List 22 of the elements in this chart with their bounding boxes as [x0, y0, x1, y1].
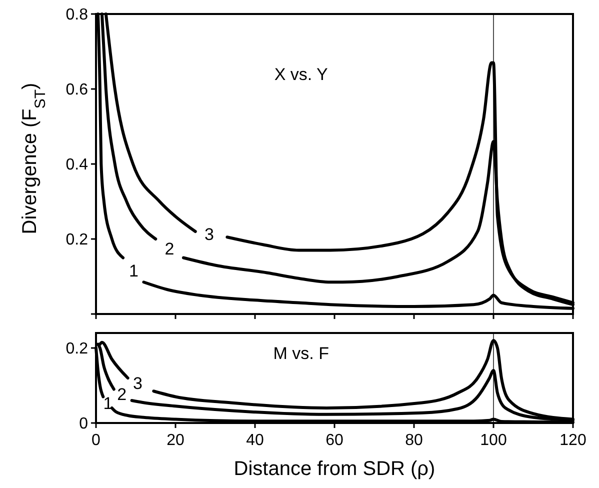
series-label: 1 [103, 394, 113, 413]
x-axis-title: Distance from SDR (ρ) [234, 458, 436, 480]
series-label: 2 [117, 385, 127, 404]
x-tick-label: 80 [405, 432, 423, 449]
y-tick-label: 0.6 [66, 82, 88, 99]
series-label: 2 [164, 239, 174, 258]
series-label: 3 [204, 224, 214, 244]
y-tick-label: 0.2 [66, 340, 88, 358]
x-tick-label: 0 [92, 432, 101, 449]
y-tick-label: 0.2 [66, 232, 88, 249]
y-tick-label: 0.4 [66, 156, 88, 174]
x-tick-label: 40 [246, 432, 264, 449]
x-tick-label: 120 [560, 432, 586, 449]
y-tick-label: 0 [79, 416, 88, 433]
y-tick-label: 0.8 [66, 6, 88, 24]
x-tick-label: 100 [480, 432, 507, 449]
annotation: M vs. F [273, 344, 329, 363]
series-label: 3 [133, 374, 142, 393]
annotation: X vs. Y [274, 65, 328, 84]
series-label: 1 [129, 261, 138, 280]
x-tick-label: 60 [326, 432, 344, 449]
x-tick-label: 20 [166, 432, 184, 449]
